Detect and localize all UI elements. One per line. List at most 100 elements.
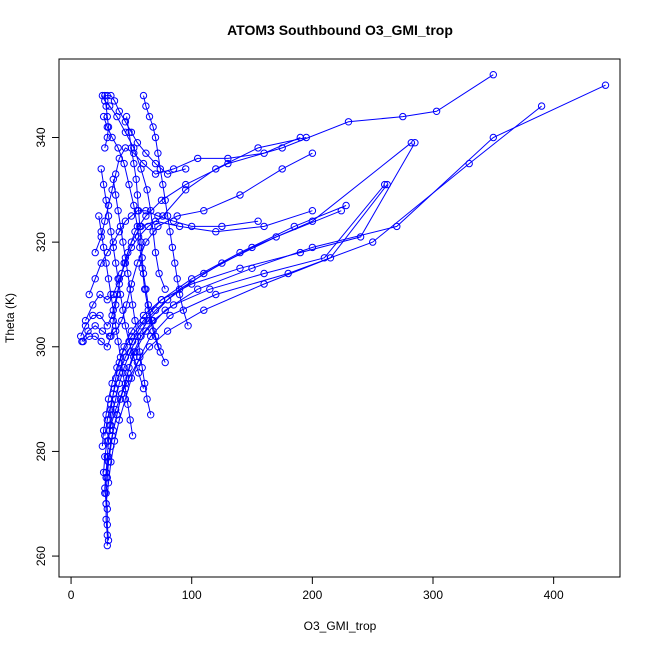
data-point <box>254 217 262 225</box>
data-point <box>308 149 317 157</box>
data-point <box>96 311 104 320</box>
data-point <box>121 384 130 393</box>
data-point <box>326 254 335 262</box>
data-point <box>182 165 190 173</box>
data-point <box>134 369 143 377</box>
data-point <box>212 165 220 173</box>
data-point <box>147 411 155 419</box>
data-point <box>101 144 109 152</box>
series-line <box>101 95 166 290</box>
data-point <box>272 233 280 241</box>
y-tick-label: 280 <box>34 441 48 461</box>
data-point <box>103 133 112 142</box>
data-point <box>113 112 121 121</box>
data-point <box>103 416 112 424</box>
data-point <box>101 217 109 225</box>
data-point <box>99 243 108 252</box>
data-point <box>109 175 118 184</box>
data-point <box>110 97 119 105</box>
series-18 <box>139 91 192 330</box>
data-point <box>124 369 132 377</box>
series-19 <box>122 112 165 356</box>
data-point <box>118 390 126 398</box>
data-point <box>97 165 105 173</box>
data-point <box>102 500 110 508</box>
data-point <box>296 133 304 142</box>
data-point <box>142 285 150 293</box>
data-point <box>103 541 112 550</box>
data-point <box>173 275 181 283</box>
data-point <box>114 337 122 346</box>
data-point <box>127 212 136 220</box>
data-point <box>136 222 144 231</box>
series-line <box>104 84 606 494</box>
data-point <box>101 453 109 461</box>
data-point <box>114 275 122 283</box>
data-point <box>147 207 155 215</box>
data-point <box>137 165 145 173</box>
data-point <box>91 275 99 283</box>
data-point <box>248 243 256 252</box>
data-point <box>106 102 114 110</box>
data-point <box>127 243 136 252</box>
data-point <box>104 275 113 283</box>
data-point <box>98 442 107 450</box>
data-point <box>166 311 174 320</box>
data-point <box>465 159 473 168</box>
data-point <box>128 432 137 440</box>
data-point <box>133 222 142 231</box>
data-point <box>151 332 160 340</box>
data-point <box>601 81 610 89</box>
data-point <box>200 207 208 215</box>
data-point <box>254 144 262 152</box>
data-point <box>260 149 268 157</box>
x-axis: 0 100 200 300 400 <box>68 577 564 602</box>
data-point <box>171 259 179 267</box>
data-point <box>163 170 172 178</box>
data-point <box>175 290 184 299</box>
data-point <box>151 248 160 257</box>
x-tick-label: 400 <box>544 588 564 602</box>
data-point <box>161 306 169 314</box>
data-point <box>182 180 190 189</box>
data-point <box>115 228 124 236</box>
data-point <box>139 384 148 393</box>
data-point <box>393 222 401 231</box>
data-point <box>119 238 127 246</box>
data-point <box>308 243 317 252</box>
data-point <box>99 180 108 189</box>
data-point <box>142 102 150 110</box>
data-point <box>159 212 167 220</box>
data-point <box>130 353 138 361</box>
data-point <box>151 170 160 178</box>
data-point <box>142 327 150 335</box>
data-point <box>161 358 169 367</box>
data-point <box>116 290 125 299</box>
data-point <box>108 411 116 419</box>
data-point <box>145 343 154 351</box>
data-point <box>133 139 142 147</box>
series-4 <box>99 180 391 477</box>
data-point <box>156 348 165 356</box>
series-10 <box>78 149 317 346</box>
data-point <box>218 259 226 267</box>
data-point <box>130 159 138 168</box>
series-15 <box>98 91 169 293</box>
data-point <box>399 112 407 121</box>
x-tick-label: 0 <box>68 588 75 602</box>
series-line <box>80 74 494 337</box>
data-point <box>337 207 345 215</box>
y-tick-label: 320 <box>34 232 48 252</box>
data-point <box>89 301 97 309</box>
data-point <box>133 191 142 199</box>
data-point <box>133 358 142 367</box>
data-point <box>91 332 99 340</box>
data-point <box>101 432 109 440</box>
data-point <box>125 374 133 382</box>
data-point <box>344 118 353 126</box>
data-point <box>125 180 133 189</box>
data-point <box>112 374 120 382</box>
data-point <box>407 139 415 147</box>
